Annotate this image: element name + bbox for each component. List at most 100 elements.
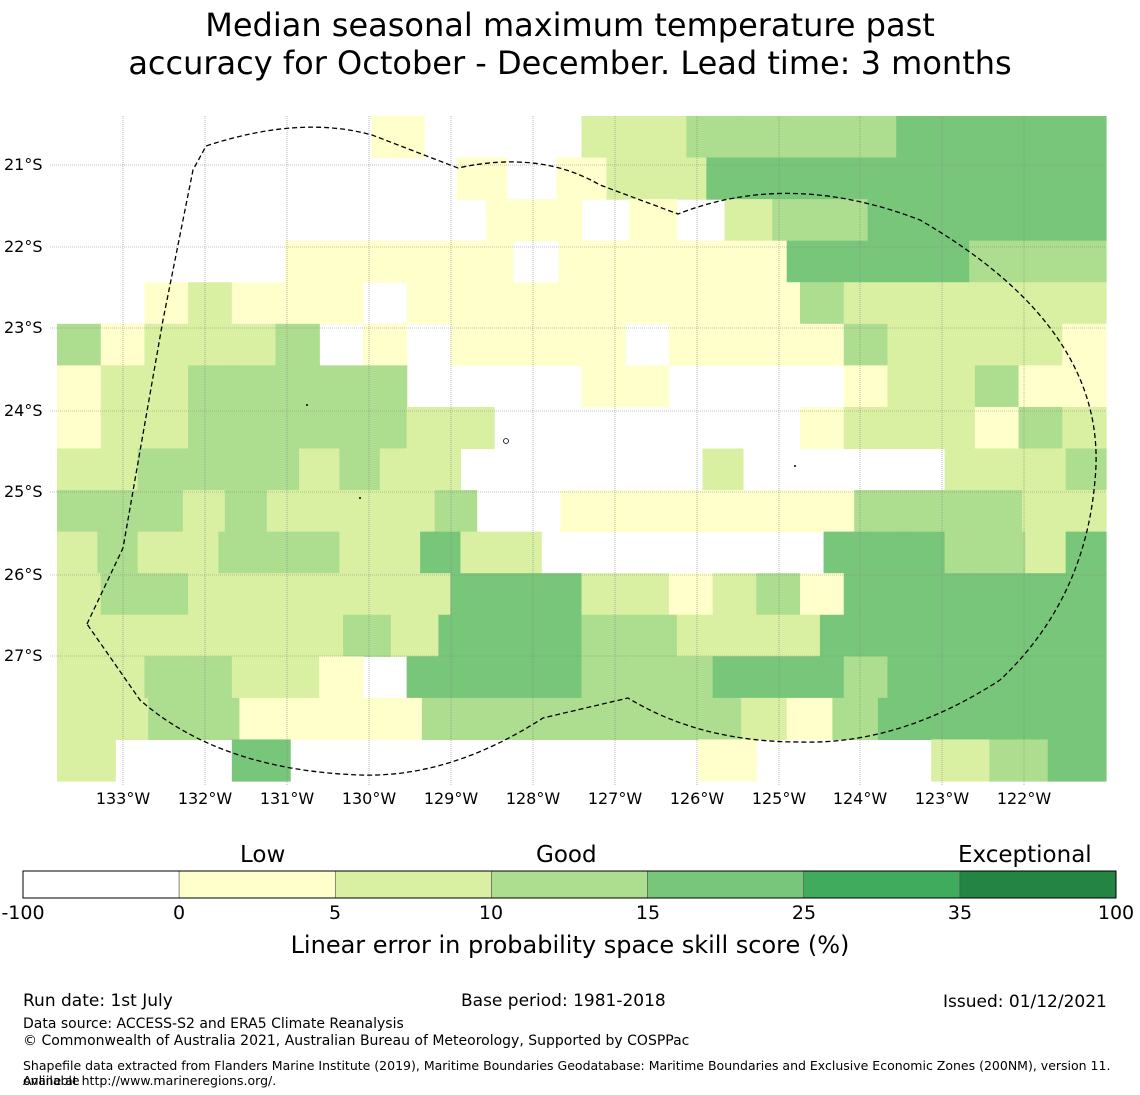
skill-cell bbox=[500, 531, 542, 574]
legend-category-low: Low bbox=[240, 842, 286, 868]
skill-cell bbox=[867, 614, 916, 657]
island-marker bbox=[359, 497, 361, 499]
skill-cell bbox=[887, 656, 932, 699]
data-source: Data source: ACCESS-S2 and ERA5 Climate … bbox=[23, 1016, 404, 1032]
skill-cell bbox=[1053, 116, 1107, 159]
lat-label: 25°S bbox=[4, 482, 43, 501]
lat-label: 27°S bbox=[4, 646, 43, 665]
skill-cell bbox=[460, 531, 502, 574]
skill-cell bbox=[1010, 614, 1059, 657]
skill-cell bbox=[319, 365, 364, 408]
skill-cell bbox=[231, 365, 277, 408]
skill-cell bbox=[330, 240, 377, 283]
colorbar-bin bbox=[178, 870, 336, 899]
issued-date: Issued: 01/12/2021 bbox=[943, 992, 1107, 1012]
skill-cell bbox=[756, 573, 801, 616]
skill-cell bbox=[832, 697, 879, 741]
skill-cell bbox=[285, 240, 332, 283]
skill-cell bbox=[944, 448, 986, 491]
skill-cell bbox=[1047, 739, 1107, 782]
skill-cell bbox=[806, 157, 857, 200]
skill-cell bbox=[379, 531, 421, 574]
skill-cell bbox=[406, 282, 451, 325]
skill-cell bbox=[97, 448, 139, 491]
skill-cell bbox=[863, 531, 905, 574]
skill-cell bbox=[299, 531, 341, 574]
skill-cell bbox=[668, 656, 714, 699]
skill-cell bbox=[887, 573, 932, 616]
skill-cell bbox=[1058, 614, 1107, 657]
colorbar-tick-label: 100 bbox=[1097, 902, 1135, 924]
skill-cell bbox=[231, 323, 277, 366]
lon-label: 122°W bbox=[996, 789, 1052, 808]
skill-cell bbox=[887, 323, 932, 366]
skill-cell bbox=[625, 656, 670, 699]
skill-cell bbox=[494, 323, 539, 366]
skill-cell bbox=[756, 157, 807, 200]
skill-cell bbox=[295, 614, 344, 657]
skill-cell bbox=[786, 240, 833, 283]
skill-cell bbox=[558, 697, 605, 741]
lon-label: 129°W bbox=[423, 789, 479, 808]
lon-label: 131°W bbox=[259, 789, 315, 808]
skill-cell bbox=[581, 282, 626, 325]
skill-cell bbox=[362, 323, 408, 366]
skill-cell bbox=[362, 406, 408, 450]
skill-cell bbox=[224, 490, 268, 533]
lat-label: 22°S bbox=[4, 237, 43, 256]
colorbar-tick-label: 25 bbox=[791, 902, 817, 924]
skill-cell bbox=[231, 282, 277, 325]
run-date: Run date: 1st July bbox=[23, 991, 173, 1011]
skill-cell bbox=[330, 697, 377, 741]
shapefile-credit-line-2: online at http://www.marineregions.org/. bbox=[23, 1073, 277, 1088]
skill-cell bbox=[604, 240, 651, 283]
skill-cell bbox=[843, 323, 889, 366]
skill-cell bbox=[406, 573, 451, 616]
eez-boundary bbox=[86, 126, 1097, 776]
skill-cell bbox=[188, 365, 233, 408]
skill-cell bbox=[974, 406, 1020, 450]
skill-cell bbox=[877, 240, 925, 283]
colorbar-bin bbox=[491, 870, 648, 899]
skill-cell bbox=[266, 490, 310, 533]
skill-cell bbox=[896, 116, 950, 159]
skill-cell bbox=[188, 282, 233, 325]
skill-cell bbox=[1025, 448, 1067, 491]
skill-cell bbox=[494, 656, 539, 699]
skill-cell bbox=[728, 490, 771, 533]
skill-cell bbox=[1018, 406, 1063, 450]
skill-cell bbox=[989, 739, 1049, 782]
skill-cell bbox=[486, 614, 535, 657]
skill-cell bbox=[537, 282, 583, 325]
skill-cell bbox=[362, 365, 408, 408]
skill-cell bbox=[102, 697, 149, 741]
skill-cell bbox=[962, 614, 1012, 657]
skill-cell bbox=[724, 199, 773, 242]
skill-cell bbox=[450, 282, 495, 325]
skill-cell bbox=[247, 614, 297, 657]
skill-cell bbox=[57, 490, 100, 533]
skill-cell bbox=[513, 697, 560, 741]
skill-cell bbox=[494, 282, 539, 325]
skill-cell bbox=[887, 365, 932, 408]
skill-cell bbox=[938, 490, 981, 533]
skill-cell bbox=[57, 448, 98, 491]
skill-cell bbox=[962, 199, 1012, 242]
skill-cell bbox=[188, 573, 233, 616]
colorbar-tick-label: 35 bbox=[947, 902, 973, 924]
skill-cell bbox=[390, 614, 440, 657]
skill-cell bbox=[376, 697, 423, 741]
skill-cell bbox=[434, 490, 478, 533]
skill-cell bbox=[467, 697, 514, 741]
skill-cell bbox=[843, 656, 889, 699]
skill-cell bbox=[57, 739, 116, 782]
skill-cell bbox=[581, 573, 626, 616]
skill-cell bbox=[756, 282, 801, 325]
skill-cell bbox=[668, 282, 714, 325]
skill-cell bbox=[144, 573, 189, 616]
skill-cell bbox=[1062, 573, 1107, 616]
skill-cell bbox=[712, 282, 757, 325]
skill-cell bbox=[231, 406, 277, 450]
skill-cell bbox=[931, 406, 976, 450]
skill-cell bbox=[581, 365, 626, 408]
